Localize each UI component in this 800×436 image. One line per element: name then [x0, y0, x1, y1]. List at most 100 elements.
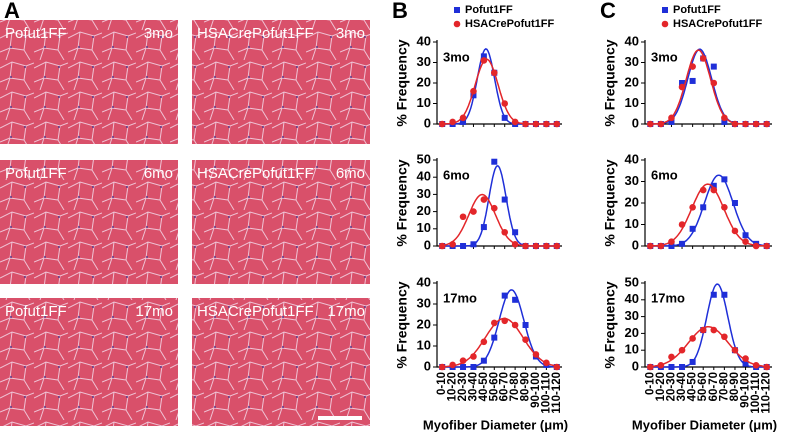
panel-letter: A: [4, 0, 20, 23]
histology-image: [0, 20, 178, 144]
y-tick-label: 20: [625, 74, 639, 89]
data-point: [490, 69, 498, 77]
data-point: [480, 57, 488, 64]
data-point: [710, 291, 717, 298]
data-point: [721, 291, 728, 298]
data-point: [679, 80, 686, 86]
data-point: [721, 176, 728, 183]
x-tick-label: 50-60: [488, 372, 500, 401]
data-point: [522, 242, 529, 250]
data-point: [689, 204, 696, 211]
x-tick-label: 20-30: [665, 372, 677, 401]
y-tick-label: 20: [625, 194, 639, 209]
tile-genotype: Pofut1FF: [5, 25, 67, 42]
data-point: [491, 334, 498, 341]
tile-genotype: HSACrePofut1FF: [197, 25, 314, 42]
data-point: [657, 362, 665, 369]
data-point: [501, 196, 508, 203]
data-point: [438, 363, 446, 371]
y-tick-label: 40: [625, 33, 639, 48]
y-tick-label: 10: [625, 342, 639, 357]
data-point: [731, 227, 739, 235]
data-point: [470, 364, 477, 370]
data-point: [710, 326, 718, 334]
data-point: [480, 224, 487, 231]
x-tick-label: 110-120: [551, 372, 563, 414]
x-tick-label: 0-10: [436, 372, 448, 395]
x-tick-label: 70-80: [718, 372, 730, 401]
y-tick-label: 30: [625, 173, 639, 188]
y-tick-label: 30: [417, 54, 431, 69]
data-point: [710, 63, 717, 70]
tile-age: 3mo: [144, 25, 173, 42]
data-point: [699, 55, 707, 62]
y-tick-label: 30: [625, 308, 639, 323]
data-point: [763, 120, 771, 128]
y-tick-label: 0: [424, 115, 431, 130]
fit-curve: [442, 193, 557, 247]
legend-label: HSACrePofut1FF: [673, 18, 763, 30]
panel-letter: C: [600, 0, 616, 23]
data-point: [710, 182, 717, 189]
data-point: [511, 240, 519, 248]
data-point: [742, 120, 749, 128]
data-point: [731, 200, 738, 206]
data-point: [689, 225, 696, 232]
data-point: [522, 120, 529, 128]
histology-image: [192, 160, 370, 284]
data-point: [763, 242, 771, 250]
y-tick-label: 40: [417, 169, 431, 184]
x-tick-label: 30-40: [467, 372, 479, 401]
data-point: [470, 208, 477, 215]
data-point: [543, 120, 550, 128]
data-point: [522, 336, 529, 344]
data-point: [501, 100, 509, 107]
data-point: [532, 242, 540, 250]
y-axis-label: % Frequency: [394, 159, 410, 246]
y-tick-label: 20: [417, 316, 431, 331]
data-point: [532, 351, 540, 358]
tile-age: 6mo: [336, 165, 365, 182]
data-point: [721, 114, 728, 122]
data-point: [459, 357, 467, 365]
histology-image: [192, 20, 370, 144]
x-tick-label: 0-10: [644, 372, 656, 395]
data-point: [679, 364, 686, 370]
data-point: [668, 238, 675, 245]
y-tick-label: 40: [417, 274, 431, 289]
annotation: 17mo: [651, 290, 685, 305]
x-tick-label: 10-20: [447, 372, 459, 401]
data-point: [449, 118, 456, 126]
histology-image: [0, 160, 178, 284]
tile-genotype: HSACrePofut1FF: [197, 303, 314, 320]
tile-genotype: Pofut1FF: [5, 165, 67, 182]
data-point: [460, 364, 467, 370]
histology-image: [192, 298, 370, 426]
annotation: 3mo: [443, 49, 470, 64]
tile-age: 17mo: [135, 303, 173, 320]
data-point: [668, 353, 675, 361]
y-tick-label: 30: [625, 54, 639, 69]
data-point: [459, 114, 467, 122]
data-point: [731, 120, 739, 128]
data-point: [668, 243, 675, 249]
y-tick-label: 10: [417, 95, 431, 110]
y-tick-label: 20: [417, 74, 431, 89]
y-tick-label: 30: [417, 186, 431, 201]
y-tick-label: 0: [632, 237, 639, 252]
data-point: [689, 358, 696, 365]
data-point: [553, 120, 561, 128]
data-point: [501, 292, 508, 299]
y-axis-label: % Frequency: [602, 39, 618, 126]
data-point: [763, 363, 771, 371]
data-point: [470, 353, 477, 360]
data-point: [501, 114, 508, 121]
data-point: [646, 363, 654, 371]
data-point: [668, 114, 675, 122]
legend-marker: [454, 7, 460, 13]
y-tick-label: 0: [632, 115, 639, 130]
data-point: [700, 204, 707, 211]
y-tick-label: 0: [632, 358, 639, 373]
data-point: [459, 213, 467, 221]
data-point: [522, 322, 529, 328]
